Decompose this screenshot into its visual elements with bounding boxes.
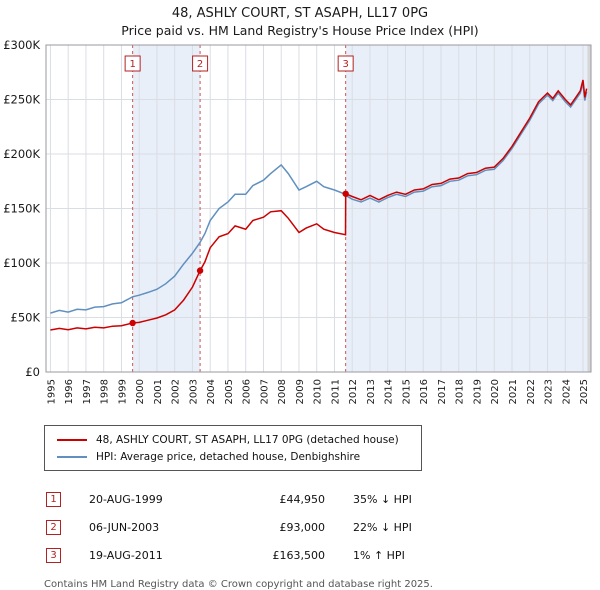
page-title: 48, ASHLY COURT, ST ASAPH, LL17 0PG — [171, 6, 429, 21]
x-axis-label: 2020 — [490, 379, 501, 404]
sales-table: 1 20-AUG-1999 £44,950 35% ↓ HPI 2 06-JUN… — [46, 485, 600, 569]
sale-hpi-comparison: 1% ↑ HPI — [353, 548, 405, 562]
sale-date: 19-AUG-2011 — [89, 548, 163, 562]
x-axis-label: 2003 — [188, 379, 199, 404]
sale-price: £93,000 — [279, 520, 326, 534]
footer-line-1: Contains HM Land Registry data © Crown c… — [44, 579, 433, 590]
sale-point-dot — [129, 319, 136, 327]
x-axis-label: 2012 — [348, 379, 359, 404]
x-axis-label: 2021 — [508, 379, 519, 404]
y-axis-label: £150K — [3, 202, 40, 216]
x-axis-label: 2001 — [153, 379, 164, 404]
x-axis-label: 2006 — [242, 379, 253, 404]
x-axis-label: 2000 — [135, 379, 146, 404]
y-axis-label: £200K — [3, 147, 40, 161]
sale-price: £44,950 — [279, 492, 326, 506]
table-row: 1 20-AUG-1999 £44,950 35% ↓ HPI — [46, 485, 600, 513]
x-axis-label: 2023 — [544, 379, 555, 404]
x-axis-label: 1997 — [82, 379, 93, 404]
sale-number-box — [337, 55, 354, 72]
chart-legend: 48, ASHLY COURT, ST ASAPH, LL17 0PG (det… — [44, 425, 422, 471]
y-axis-label: £0 — [25, 365, 40, 379]
x-axis-label: 2011 — [330, 379, 341, 404]
x-axis-label: 1996 — [64, 379, 75, 404]
x-axis-label: 1995 — [46, 379, 57, 404]
sale-date: 06-JUN-2003 — [89, 520, 160, 534]
x-axis-label: 1998 — [100, 379, 111, 404]
sale-number-label: 2 — [197, 59, 203, 70]
x-axis-label: 2014 — [384, 379, 395, 404]
table-row: 2 06-JUN-2003 £93,000 22% ↓ HPI — [46, 513, 600, 541]
x-axis-label: 2010 — [313, 379, 324, 404]
sale-number-badge: 2 — [46, 519, 61, 535]
hpi-line — [50, 83, 588, 314]
x-axis-label: 2009 — [295, 379, 306, 404]
sale-number-label: 1 — [129, 59, 135, 70]
y-axis-label: £50K — [11, 311, 41, 325]
x-axis-label: 2013 — [366, 379, 377, 404]
x-axis-label: 2015 — [401, 379, 412, 404]
x-axis-label: 2004 — [206, 379, 217, 404]
table-row: 3 19-AUG-2011 £163,500 1% ↑ HPI — [46, 541, 600, 569]
sale-price: £163,500 — [272, 548, 326, 562]
y-axis-label: £250K — [3, 93, 40, 107]
page-subtitle: Price paid vs. HM Land Registry's House … — [121, 23, 479, 38]
x-axis-label: 2019 — [472, 379, 483, 404]
x-axis-label: 2005 — [224, 379, 235, 404]
price-history-chart: £0 £50K £100K £150K £200K £250K £300K 1995 1996 1… — [3, 39, 592, 404]
x-axis-label: 2016 — [419, 379, 430, 404]
legend-item-property: 48, ASHLY COURT, ST ASAPH, LL17 0PG (det… — [53, 431, 413, 448]
x-axis-label: 2025 — [579, 379, 590, 404]
legend-item-hpi: HPI: Average price, detached house, Denb… — [53, 448, 413, 465]
x-axis-label: 2007 — [259, 379, 270, 404]
legend-property-label: 48, ASHLY COURT, ST ASAPH, LL17 0PG (det… — [96, 433, 399, 446]
x-axis-label: 2018 — [455, 379, 466, 404]
sale-number-box — [192, 55, 209, 72]
sale-hpi-comparison: 35% ↓ HPI — [353, 492, 412, 506]
x-axis-label: 2002 — [171, 379, 182, 404]
hpi-line-swatch — [57, 455, 87, 458]
x-axis-label: 2008 — [277, 379, 288, 404]
y-axis-label: £300K — [3, 39, 40, 52]
sale-number-label: 3 — [342, 59, 348, 70]
plot-border — [45, 44, 592, 373]
x-axis-label: 2017 — [437, 379, 448, 404]
sale-hpi-comparison: 22% ↓ HPI — [353, 520, 412, 534]
sale-point-dot — [342, 190, 349, 197]
x-axis-label: 2024 — [561, 379, 572, 404]
y-axis-label: £100K — [3, 256, 40, 270]
sale-number-badge: 1 — [46, 491, 61, 507]
sale-date: 20-AUG-1999 — [89, 492, 163, 506]
property-line-swatch — [57, 438, 87, 441]
x-axis-label: 2022 — [526, 379, 537, 404]
x-axis-label: 1999 — [117, 379, 128, 404]
license-footer: Contains HM Land Registry data © Crown c… — [44, 579, 600, 590]
property-price-line — [50, 79, 588, 331]
sale-number-box — [124, 55, 141, 72]
legend-hpi-label: HPI: Average price, detached house, Denb… — [96, 450, 361, 463]
sale-number-badge: 3 — [46, 547, 61, 563]
sale-point-dot — [196, 267, 204, 274]
